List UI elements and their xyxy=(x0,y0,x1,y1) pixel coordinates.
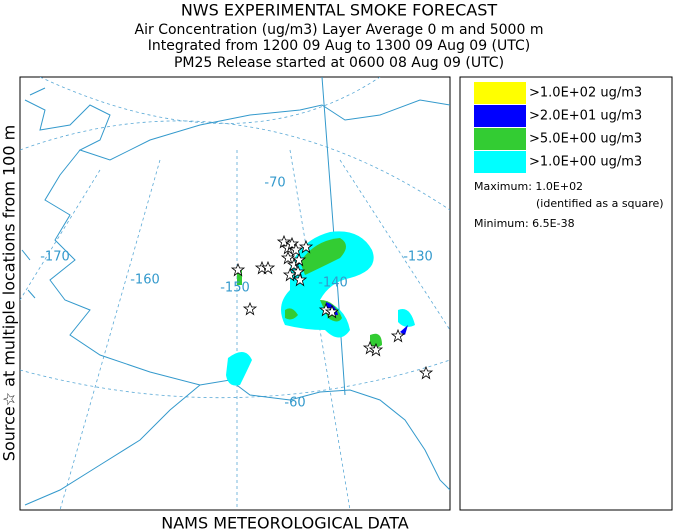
graticule-labels: -170 -160 -150 -140 -130 -70 -60 xyxy=(40,176,433,411)
legend: >1.0E+02 ug/m3 >2.0E+01 ug/m3 >5.0E+00 ug/… xyxy=(474,82,642,173)
maximum: Maximum: 1.0E+02 xyxy=(474,180,583,193)
graticule-label: -60 xyxy=(284,396,305,411)
map-frame xyxy=(19,76,451,511)
legend-swatch xyxy=(474,151,526,173)
minimum: Minimum: 6.5E-38 xyxy=(474,217,575,230)
subtitle: PM25 Release started at 0600 08 Aug 09 (… xyxy=(174,55,504,71)
legend-frame xyxy=(459,76,673,511)
graticule-label: -130 xyxy=(403,250,433,265)
map: -170 -160 -150 -140 -130 -70 -60 xyxy=(20,77,450,510)
legend-label: >2.0E+01 ug/m3 xyxy=(529,109,642,124)
graticule-label: -140 xyxy=(318,276,348,291)
legend-swatch xyxy=(474,128,526,150)
legend-swatch xyxy=(474,105,526,127)
subtitle: Air Concentration (ug/m3) Layer Average … xyxy=(135,22,544,38)
footer: NAMS METEOROLOGICAL DATA xyxy=(161,514,409,532)
legend-label: >1.0E+00 ug/m3 xyxy=(529,155,642,170)
legend-label: >5.0E+00 ug/m3 xyxy=(529,132,642,147)
graticule-label: -160 xyxy=(130,273,160,288)
side-label: Source☆ at multiple locations from 100 m xyxy=(0,125,19,461)
subtitle: Integrated from 1200 09 Aug to 1300 09 A… xyxy=(148,38,531,54)
maximum-note: (identified as a square) xyxy=(536,197,664,210)
graticule xyxy=(20,77,450,510)
legend-label: >1.0E+02 ug/m3 xyxy=(529,86,642,101)
graticule-label: -150 xyxy=(220,281,250,296)
title: NWS EXPERIMENTAL SMOKE FORECAST xyxy=(181,1,498,20)
legend-swatch xyxy=(474,82,526,104)
graticule-label: -170 xyxy=(40,250,70,265)
graticule-label: -70 xyxy=(264,176,285,191)
